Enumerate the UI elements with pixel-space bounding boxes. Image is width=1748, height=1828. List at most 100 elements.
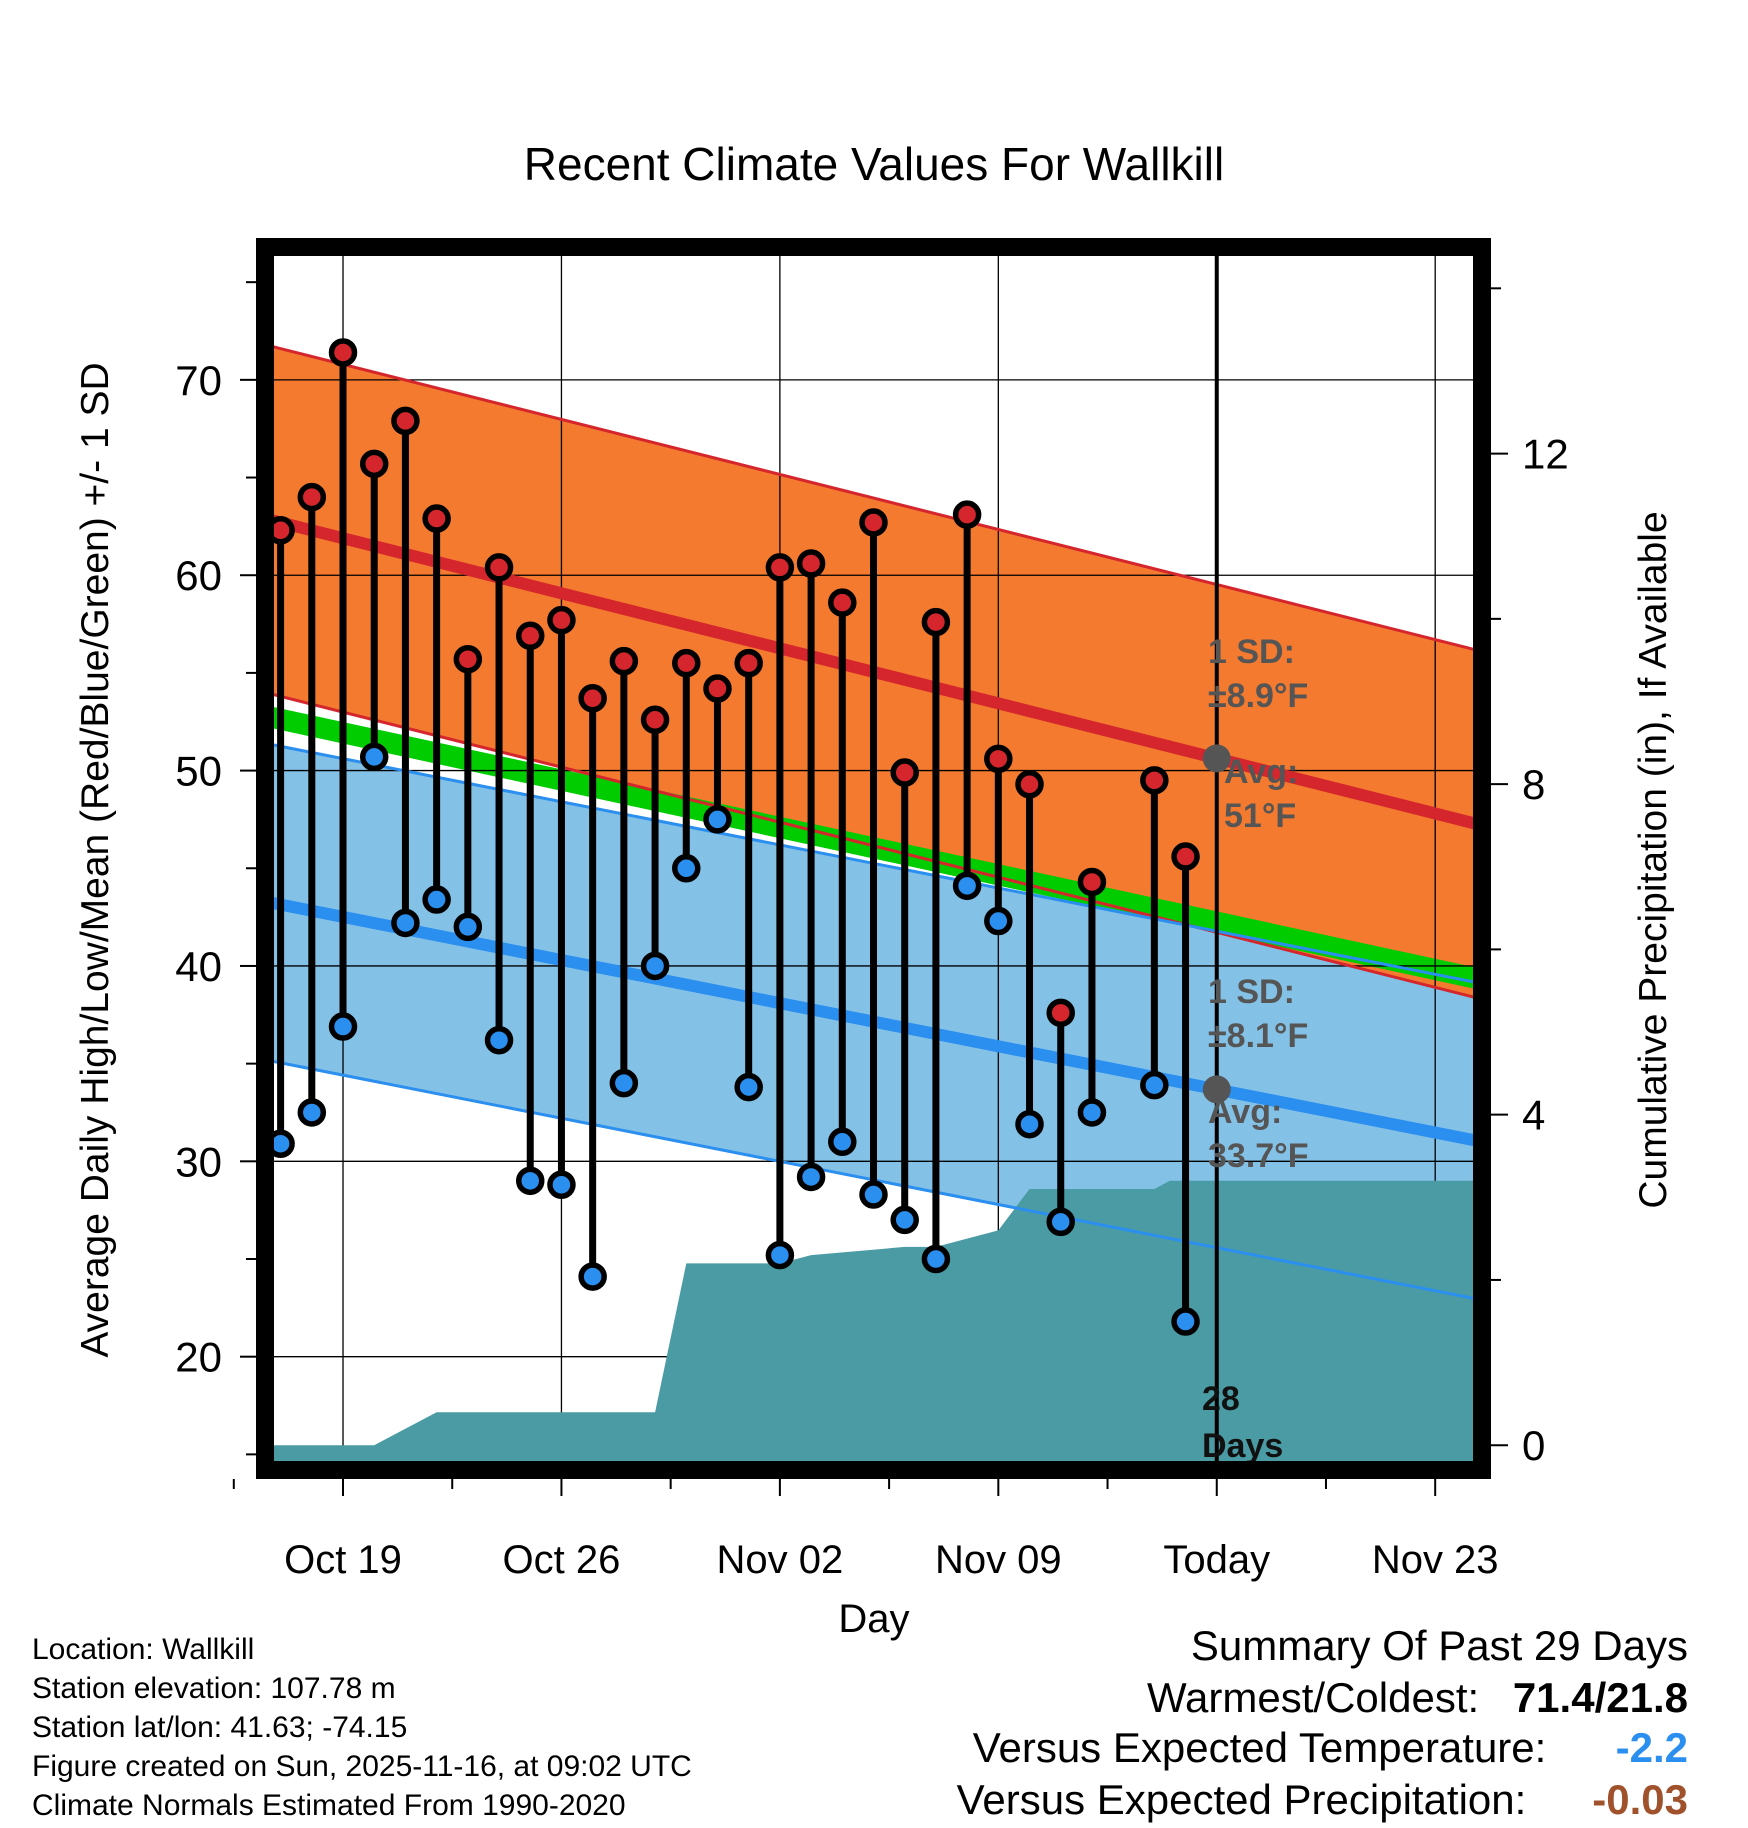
daily-high-point [703,674,732,703]
daily-high-point [484,553,514,582]
high-sd-upper-edge [264,343,1483,653]
daily-high-point [734,648,763,678]
summary-warmest-row: Warmest/Coldest: 71.4/21.8 [1147,1674,1688,1722]
precip-area [265,1180,1482,1470]
y2-tick-label: 4 [1522,1092,1545,1139]
plot-frame [256,238,1491,1479]
daily-high-point [1015,770,1044,799]
daily-low-point [952,871,982,901]
daily-low-point [734,1072,763,1102]
daily-high-point [984,744,1013,774]
daily-high-point [1140,766,1169,795]
x-tick-label: Oct 19 [284,1538,402,1582]
summary-temp-value: -2.2 [1615,1724,1688,1771]
daily-low-point [859,1180,888,1209]
high-sd-value: ±8.9°F [1208,677,1308,715]
daily-low-point [328,1012,358,1041]
y-tick-label: 50 [175,748,222,795]
daily-low-point [1015,1109,1044,1139]
daily-low-point [359,742,389,772]
summary-precip-value: -0.03 [1592,1776,1688,1823]
daily-low-point [765,1240,795,1270]
low-sd-value: ±8.1°F [1208,1017,1308,1055]
daily-high-point [578,684,607,713]
daily-high-point [1046,998,1075,1028]
daily-low-point [1140,1070,1169,1100]
daily-high-point [921,607,951,637]
x-tick-label: Oct 26 [503,1538,621,1582]
y-tick-label: 70 [175,357,222,404]
summary-title: Summary Of Past 29 Days [1190,1622,1688,1669]
daily-high-point [672,648,701,678]
daily-high-point [609,646,639,676]
daily-low-point [890,1205,919,1235]
x-axis-title: Day [838,1597,909,1641]
daily-high-point [952,500,982,529]
footer-created: Figure created on Sun, 2025-11-16, at 09… [32,1750,692,1783]
low-avg-label: Avg: [1208,1093,1282,1131]
daily-high-point [391,406,420,436]
daily-high-point [328,338,358,367]
daily-high-point [1077,867,1107,897]
y-tick-label: 20 [175,1334,222,1381]
high-avg-marker [1202,744,1231,773]
footer-elevation: Station elevation: 107.78 m [32,1672,396,1705]
y-tick-label: 30 [175,1138,222,1185]
daily-low-point [984,906,1013,936]
daily-low-point [609,1068,639,1098]
footer-location: Location: Wallkill [32,1633,255,1666]
low-sd-label: 1 SD: [1208,973,1295,1011]
daily-low-point [1046,1207,1075,1237]
days-count-number: 28 [1202,1380,1240,1418]
summary-warmest-label: Warmest/Coldest: [1146,1674,1480,1721]
daily-high-point [828,588,857,617]
y-tick-label: 40 [175,943,222,990]
daily-low-point [484,1025,514,1055]
daily-low-point [1171,1307,1200,1336]
daily-high-point [297,482,327,512]
daily-low-point [422,885,451,914]
low-avg-value: 33.7°F [1208,1137,1309,1175]
daily-low-point [578,1262,607,1291]
daily-low-point [828,1127,857,1157]
summary-temp-row: Versus Expected Temperature: -2.2 [973,1724,1688,1772]
days-count-word: Days [1202,1427,1283,1465]
daily-high-point [640,705,670,735]
footer-latlon: Station lat/lon: 41.63; -74.15 [32,1711,408,1744]
daily-low-point [453,912,483,942]
y2-tick-label: 12 [1522,431,1569,478]
daily-low-point [640,951,670,981]
daily-high-point [890,758,919,787]
daily-high-point [796,549,826,578]
daily-low-point [547,1170,576,1200]
x-tick-label: Today [1163,1538,1270,1582]
summary-warmest-value: 71.4/21.8 [1512,1674,1688,1721]
daily-low-point [515,1166,545,1196]
summary-precip-label: Versus Expected Precipitation: [956,1776,1527,1823]
summary-precip-row: Versus Expected Precipitation: -0.03 [957,1776,1688,1824]
daily-low-point [921,1244,951,1274]
high-avg-value: 51°F [1224,797,1296,835]
x-tick-label: Nov 23 [1372,1538,1499,1582]
daily-high-point [422,504,451,533]
summary-temp-label: Versus Expected Temperature: [972,1724,1547,1771]
daily-low-point [1077,1098,1107,1127]
daily-high-point [359,449,389,479]
y-axis-title: Average Daily High/Low/Mean (Red/Blue/Gr… [74,362,117,1357]
x-tick-label: Nov 09 [935,1538,1062,1582]
daily-low-point [297,1098,327,1127]
footer-normals: Climate Normals Estimated From 1990-2020 [32,1789,626,1822]
high-sd-label: 1 SD: [1208,633,1295,671]
daily-high-point [859,508,888,537]
y2-axis-title: Cumulative Precipitation (in), If Availa… [1632,511,1675,1208]
daily-high-point [765,553,795,582]
y-tick-label: 60 [175,552,222,599]
daily-low-point [796,1162,826,1192]
daily-high-point [515,621,545,651]
daily-low-point [672,854,701,883]
daily-high-point [1171,842,1200,871]
high-avg-label: Avg: [1224,753,1298,791]
y2-tick-label: 8 [1522,761,1545,808]
daily-high-point [547,605,576,635]
